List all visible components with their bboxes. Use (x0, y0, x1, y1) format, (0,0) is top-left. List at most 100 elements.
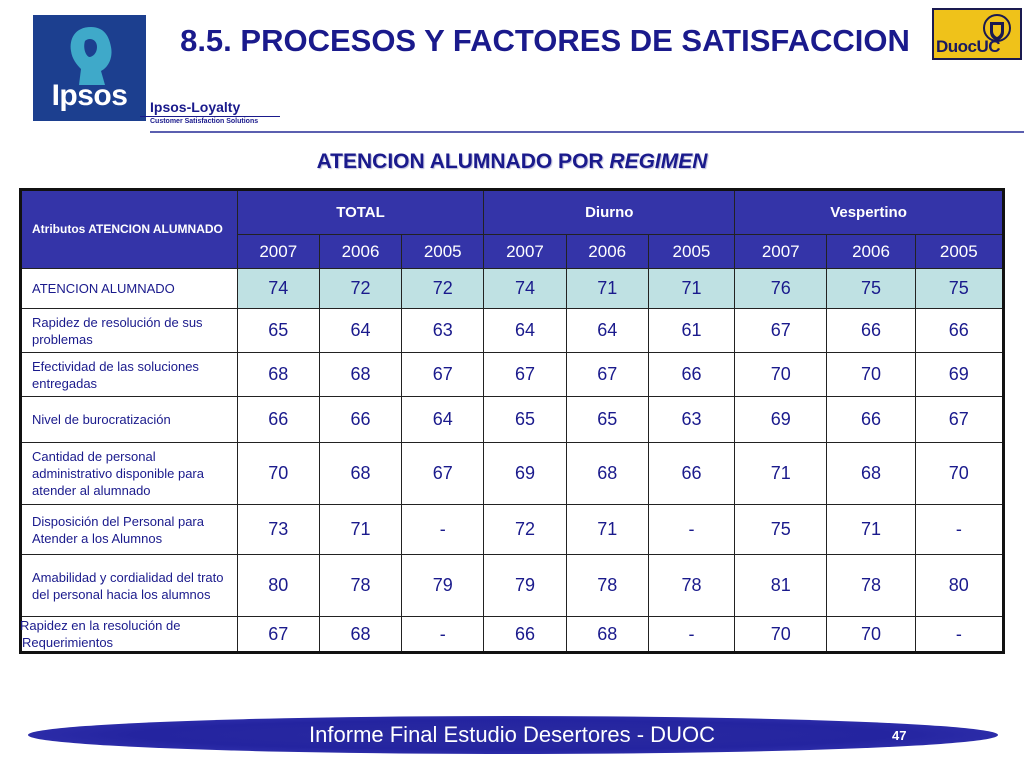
value-cell: 73 (236, 504, 320, 555)
row-label: Rapidez de resolución de sus problemas (20, 308, 238, 353)
table-row: Rapidez de resolución de sus problemas 65… (20, 308, 1005, 353)
group-header-row: Atributos ATENCION ALUMNADO TOTAL Diurno… (20, 189, 1004, 269)
value-cell: 75 (826, 268, 916, 309)
year-header: 2005 (914, 234, 1005, 269)
value-cell: - (914, 504, 1005, 555)
header-divider (150, 131, 1024, 133)
value-cell: 70 (734, 616, 828, 653)
value-cell: 70 (914, 442, 1005, 505)
value-cell: 68 (318, 616, 403, 653)
loyalty-name: Ipsos-Loyalty (150, 99, 241, 115)
row-label: Cantidad de personal administrativo disp… (20, 442, 238, 505)
value-cell: 66 (647, 442, 736, 505)
value-cell: 78 (647, 554, 736, 617)
value-cell: 67 (914, 396, 1005, 443)
value-cell: - (401, 504, 485, 555)
value-cell: 65 (236, 308, 320, 353)
value-cell: 61 (647, 308, 736, 353)
value-cell: 68 (565, 616, 649, 653)
value-cell: 67 (734, 308, 828, 353)
loyalty-rule (140, 116, 280, 117)
group-header-diurno: Diurno (483, 189, 736, 235)
value-cell: 80 (914, 554, 1005, 617)
table-subtitle: ATENCION ALUMNADO POR REGIMEN (0, 150, 1024, 174)
value-cell: 68 (236, 352, 320, 397)
value-cell: 75 (914, 268, 1005, 309)
value-cell: 64 (318, 308, 403, 353)
value-cell: 63 (401, 308, 485, 353)
page-title: 8.5. PROCESOS Y FACTORES DE SATISFACCION (180, 23, 910, 58)
value-cell: - (914, 616, 1005, 653)
row-label: ATENCION ALUMNADO (20, 268, 238, 309)
value-cell: 66 (914, 308, 1005, 353)
value-cell: 66 (483, 616, 567, 653)
value-cell: 79 (483, 554, 567, 617)
value-cell: 65 (483, 396, 567, 443)
value-cell: 78 (318, 554, 403, 617)
value-cell: 76 (734, 268, 828, 309)
group-header-total: TOTAL (236, 189, 485, 235)
table-row: Disposición del Personal para Atender a … (20, 504, 1005, 555)
duoc-logo-text: DuocUC (936, 37, 1001, 56)
subtitle-main: ATENCION ALUMNADO POR (316, 150, 610, 173)
footer-text: Informe Final Estudio Desertores - DUOC (309, 722, 715, 747)
value-cell: 64 (483, 308, 567, 353)
value-cell: 67 (565, 352, 649, 397)
value-cell: 74 (236, 268, 320, 309)
value-cell: 71 (318, 504, 403, 555)
satisfaction-table: Atributos ATENCION ALUMNADO TOTAL Diurno… (19, 188, 1005, 654)
value-cell: 80 (236, 554, 320, 617)
row-label: Nivel de burocratización (20, 396, 238, 443)
value-cell: 70 (236, 442, 320, 505)
year-header: 2006 (318, 234, 403, 269)
row-label: Disposición del Personal para Atender a … (20, 504, 238, 555)
table-body: ATENCION ALUMNADO 74 72 72 74 71 71 76 75 75 Rapid… (20, 268, 1005, 653)
value-cell: 67 (483, 352, 567, 397)
group-header-vespertino: Vespertino (734, 189, 1004, 235)
year-header: 2005 (647, 234, 736, 269)
value-cell: 65 (565, 396, 649, 443)
value-cell: 67 (401, 442, 485, 505)
table-row: Cantidad de personal administrativo disp… (20, 442, 1005, 505)
value-cell: 72 (483, 504, 567, 555)
year-header: 2007 (734, 234, 828, 269)
value-cell: 67 (401, 352, 485, 397)
page-number: 47 (892, 728, 907, 743)
value-cell: 69 (734, 396, 828, 443)
value-cell: 72 (401, 268, 485, 309)
value-cell: 69 (914, 352, 1005, 397)
duoc-logo: DuocUC (932, 8, 1022, 60)
value-cell: 68 (318, 442, 403, 505)
ipsos-logo: Ipsos (33, 15, 146, 121)
value-cell: - (647, 504, 736, 555)
value-cell: 66 (647, 352, 736, 397)
year-header: 2007 (483, 234, 567, 269)
value-cell: 70 (826, 352, 916, 397)
value-cell: 66 (826, 396, 916, 443)
table-row: Rapidez en la resolución de Requerimient… (20, 616, 1005, 653)
value-cell: 66 (236, 396, 320, 443)
value-cell: 75 (734, 504, 828, 555)
value-cell: 69 (483, 442, 567, 505)
year-header: 2006 (565, 234, 649, 269)
value-cell: 78 (826, 554, 916, 617)
table-row: Amabilidad y cordialidad del trato del p… (20, 554, 1005, 617)
value-cell: - (647, 616, 736, 653)
loyalty-tagline: Customer Satisfaction Solutions (150, 118, 259, 125)
value-cell: 68 (826, 442, 916, 505)
value-cell: 70 (734, 352, 828, 397)
value-cell: 68 (565, 442, 649, 505)
value-cell: - (401, 616, 485, 653)
face-silhouette-icon (70, 27, 112, 85)
crest-icon (983, 14, 1011, 42)
table-row: ATENCION ALUMNADO 74 72 72 74 71 71 76 75 75 (20, 268, 1005, 309)
value-cell: 71 (826, 504, 916, 555)
value-cell: 63 (647, 396, 736, 443)
row-label: Rapidez en la resolución de Requerimient… (20, 616, 238, 653)
value-cell: 71 (565, 268, 649, 309)
value-cell: 66 (318, 396, 403, 443)
table-row: Efectividad de las soluciones entregadas… (20, 352, 1005, 397)
footer-bar (28, 716, 998, 754)
attribute-header: Atributos ATENCION ALUMNADO (20, 189, 238, 269)
value-cell: 70 (826, 616, 916, 653)
